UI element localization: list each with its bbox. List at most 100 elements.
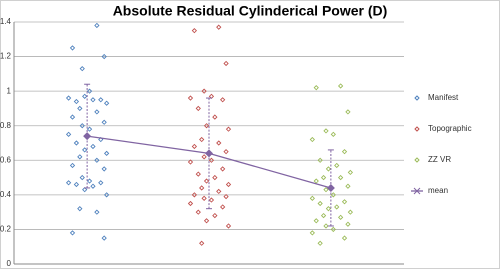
point <box>82 187 88 193</box>
point <box>317 240 323 246</box>
point <box>201 195 207 201</box>
point <box>191 28 198 34</box>
point <box>309 136 315 143</box>
point <box>191 192 198 198</box>
point <box>345 109 351 115</box>
point <box>101 235 107 241</box>
point <box>73 98 80 105</box>
point <box>187 200 194 207</box>
point <box>195 171 201 177</box>
point <box>69 114 76 120</box>
y-tick-label: 1.2 <box>0 52 12 61</box>
y-tick-label: 0.8 <box>0 121 12 130</box>
point <box>86 126 93 132</box>
point <box>90 97 96 103</box>
point <box>199 136 205 143</box>
point <box>203 178 210 184</box>
y-tick-label: 0 <box>7 259 12 268</box>
point <box>334 162 340 169</box>
point <box>103 100 110 106</box>
y-tick-label: 0.2 <box>0 225 12 234</box>
point <box>103 192 110 198</box>
point <box>69 230 76 236</box>
point <box>79 123 85 129</box>
point <box>325 166 332 172</box>
point <box>212 174 218 181</box>
y-tick-label: 0.6 <box>0 155 12 164</box>
point <box>325 206 332 212</box>
point <box>90 183 96 189</box>
point <box>320 212 327 219</box>
point <box>225 181 232 188</box>
point <box>69 162 76 169</box>
point <box>82 147 88 153</box>
point <box>103 150 110 157</box>
point <box>330 131 336 137</box>
point <box>86 88 93 94</box>
point <box>77 154 83 160</box>
point <box>77 206 83 212</box>
point <box>98 180 104 186</box>
point <box>347 209 354 215</box>
point <box>203 218 210 224</box>
point <box>101 119 107 125</box>
point <box>65 180 72 186</box>
point <box>191 143 198 150</box>
point <box>223 60 229 67</box>
legend-marker <box>414 157 420 163</box>
point <box>341 235 348 241</box>
point <box>79 174 85 181</box>
point <box>73 140 80 146</box>
point <box>101 53 107 60</box>
point <box>94 209 100 215</box>
point <box>187 159 194 165</box>
point <box>337 83 344 89</box>
point <box>345 221 351 227</box>
mean-point <box>326 183 335 192</box>
point <box>73 181 80 188</box>
point <box>223 149 229 155</box>
point <box>65 95 72 101</box>
point <box>323 187 329 193</box>
point <box>201 88 207 94</box>
point <box>323 223 329 229</box>
y-tick-label: 1.4 <box>0 17 12 26</box>
legend-marker <box>413 187 421 195</box>
point <box>212 114 218 120</box>
legend-label: Manifest <box>428 93 459 102</box>
point <box>323 128 329 134</box>
point <box>225 126 232 132</box>
point <box>203 123 210 129</box>
point <box>77 105 83 112</box>
point <box>98 136 104 143</box>
legend-label: mean <box>428 186 448 195</box>
point <box>345 183 351 189</box>
point <box>208 197 215 203</box>
point <box>337 214 344 220</box>
point <box>317 200 323 207</box>
point <box>187 95 194 101</box>
y-tick-label: 1 <box>7 86 12 95</box>
point <box>309 230 315 236</box>
point <box>313 85 319 91</box>
point <box>313 218 319 224</box>
point <box>90 143 96 150</box>
legend-marker <box>414 95 420 101</box>
mean-point <box>83 132 92 141</box>
legend-label: Topographic <box>428 124 472 133</box>
point <box>94 22 100 29</box>
point <box>320 174 327 181</box>
point <box>195 105 201 112</box>
point <box>309 195 315 201</box>
point <box>225 223 232 229</box>
point <box>212 212 218 219</box>
point <box>341 199 348 205</box>
point <box>337 174 344 181</box>
point <box>86 178 93 184</box>
point <box>195 209 201 215</box>
point <box>216 140 222 146</box>
point <box>201 154 207 160</box>
point <box>69 45 76 51</box>
point <box>216 188 222 195</box>
point <box>199 240 205 246</box>
